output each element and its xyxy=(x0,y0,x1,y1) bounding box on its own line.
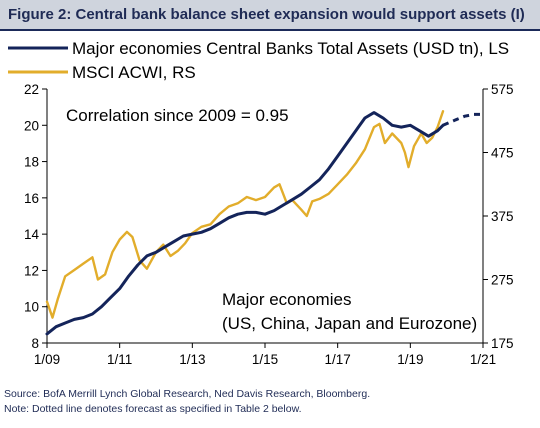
legend-label-msci: MSCI ACWI, RS xyxy=(72,63,196,82)
left-axis-tick-label: 8 xyxy=(31,336,39,351)
forecast-note: Note: Dotted line denotes forecast as sp… xyxy=(4,403,302,415)
x-axis-tick-label: 1/19 xyxy=(397,352,423,367)
x-axis-tick-label: 1/11 xyxy=(107,352,132,367)
series-line-cb-assets-forecast xyxy=(442,112,483,127)
left-axis-tick-label: 22 xyxy=(24,82,39,97)
left-axis-tick-label: 18 xyxy=(24,155,39,170)
legend-label-cb-assets: Major economies Central Banks Total Asse… xyxy=(72,39,509,58)
x-axis-tick-label: 1/21 xyxy=(470,352,496,367)
series-layer xyxy=(45,110,483,336)
x-axis-tick-label: 1/17 xyxy=(325,352,351,367)
x-axis-tick-label: 1/15 xyxy=(252,352,278,367)
figure-title: Figure 2: Central bank balance sheet exp… xyxy=(8,6,525,23)
left-axis-tick-label: 20 xyxy=(24,118,39,133)
right-axis-tick-label: 375 xyxy=(491,209,514,224)
series-line-msci xyxy=(45,110,445,319)
source-note: Source: BofA Merrill Lynch Global Resear… xyxy=(4,388,371,400)
left-axis-tick-label: 10 xyxy=(24,300,39,315)
right-axis-tick-label: 575 xyxy=(491,82,514,97)
figure-title-bar: Figure 2: Central bank balance sheet exp… xyxy=(0,0,540,31)
major-economies-annotation: Major economies xyxy=(222,290,351,309)
major-economies-detail-annotation: (US, China, Japan and Eurozone) xyxy=(222,314,477,333)
right-axis-tick-label: 275 xyxy=(491,273,514,288)
left-axis-tick-label: 16 xyxy=(24,191,39,206)
series-line-cb-assets xyxy=(45,111,445,336)
right-axis-tick-label: 475 xyxy=(491,146,514,161)
left-axis-tick-label: 14 xyxy=(24,227,40,242)
x-axis-tick-label: 1/09 xyxy=(34,352,60,367)
axis-ticks: 8 10 12 14 16 18 20 22 175 275 375 475 575 1/09 1/11 1/… xyxy=(24,82,514,367)
legend: Major economies Central Banks Total Asse… xyxy=(8,39,509,82)
correlation-annotation: Correlation since 2009 = 0.95 xyxy=(66,106,289,125)
right-axis-tick-label: 175 xyxy=(491,336,514,351)
left-axis-tick-label: 12 xyxy=(24,263,39,278)
x-axis-tick-label: 1/13 xyxy=(179,352,205,367)
line-chart: Major economies Central Banks Total Asse… xyxy=(8,39,514,367)
